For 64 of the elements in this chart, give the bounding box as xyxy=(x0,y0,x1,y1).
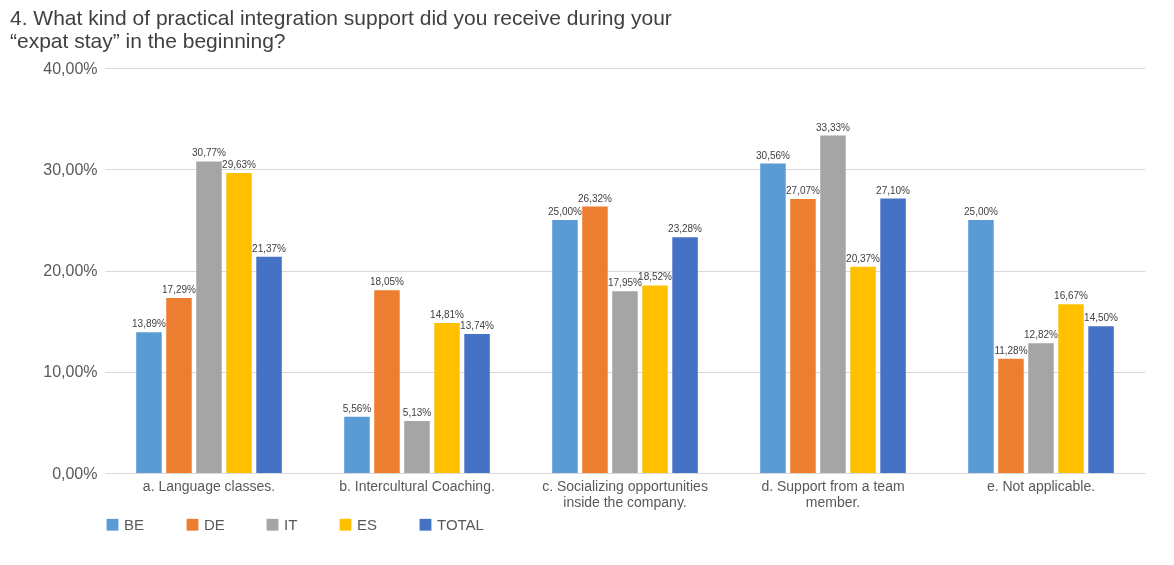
bar xyxy=(760,163,786,473)
y-tick-label: 20,00% xyxy=(43,262,98,279)
data-label: 27,07% xyxy=(786,184,821,196)
data-label: 14,50% xyxy=(1084,312,1119,324)
legend-label: DE xyxy=(204,515,225,533)
data-label: 18,05% xyxy=(370,276,405,288)
data-label: 27,10% xyxy=(876,184,911,196)
legend-label: BE xyxy=(124,515,145,533)
data-label: 25,00% xyxy=(548,205,583,217)
bar xyxy=(672,237,698,473)
bar xyxy=(1058,304,1084,473)
data-label: 14,81% xyxy=(430,309,465,321)
bar xyxy=(790,198,816,473)
bar xyxy=(166,297,192,473)
bar xyxy=(820,135,846,473)
x-tick-label: d. Support from a team member. xyxy=(761,477,905,510)
x-tick-label: e. Not applicable. xyxy=(986,477,1096,494)
data-label: 13,89% xyxy=(132,318,167,330)
bar xyxy=(968,219,994,473)
bar xyxy=(464,333,490,473)
data-label: 30,77% xyxy=(192,147,227,159)
bar xyxy=(1028,343,1054,473)
bar xyxy=(256,256,282,473)
x-tick-label: c. Socializing opportunities inside the company. xyxy=(542,477,708,510)
y-tick-label: 0,00% xyxy=(52,464,98,482)
legend-label: ES xyxy=(357,515,378,533)
data-label: 25,00% xyxy=(964,205,999,217)
bar xyxy=(850,266,876,473)
y-tick-label: 30,00% xyxy=(43,160,98,178)
data-label: 5,13% xyxy=(402,407,432,419)
bar xyxy=(582,206,608,473)
data-label: 16,67% xyxy=(1054,290,1089,302)
data-label: 12,82% xyxy=(1024,329,1059,341)
bar xyxy=(374,290,400,473)
bar xyxy=(998,358,1024,473)
data-label: 30,56% xyxy=(756,149,791,161)
data-label: 5,56% xyxy=(342,402,372,414)
bar xyxy=(642,285,668,473)
bar xyxy=(880,198,906,473)
bar xyxy=(612,291,638,473)
data-label: 11,28% xyxy=(994,344,1028,356)
data-label: 29,63% xyxy=(222,159,257,170)
y-tick-label: 40,00% xyxy=(43,59,98,77)
legend-label: TOTAL xyxy=(437,515,484,533)
x-tick-label: b. Intercultural Coaching. xyxy=(339,477,495,494)
data-label: 17,29% xyxy=(162,283,197,295)
x-tick-label: a. Language classes. xyxy=(142,477,276,494)
y-tick-label: 10,00% xyxy=(43,363,98,381)
data-label: 21,37% xyxy=(252,242,287,254)
bar xyxy=(136,332,162,473)
data-label: 33,33% xyxy=(816,121,851,133)
bar xyxy=(1088,326,1114,473)
bar xyxy=(434,323,460,473)
data-label: 13,74% xyxy=(460,319,495,331)
data-label: 23,28% xyxy=(668,223,703,235)
bar xyxy=(226,173,252,473)
bar xyxy=(404,421,430,473)
bar xyxy=(196,161,222,473)
bar xyxy=(552,219,578,473)
chart-title: 4. What kind of practical integration support did you receive during your “expat stay” in the beginning? xyxy=(10,6,672,52)
legend-label: IT xyxy=(284,515,298,533)
bar xyxy=(344,416,370,473)
data-label: 26,32% xyxy=(578,192,613,204)
data-label: 20,37% xyxy=(846,252,881,264)
